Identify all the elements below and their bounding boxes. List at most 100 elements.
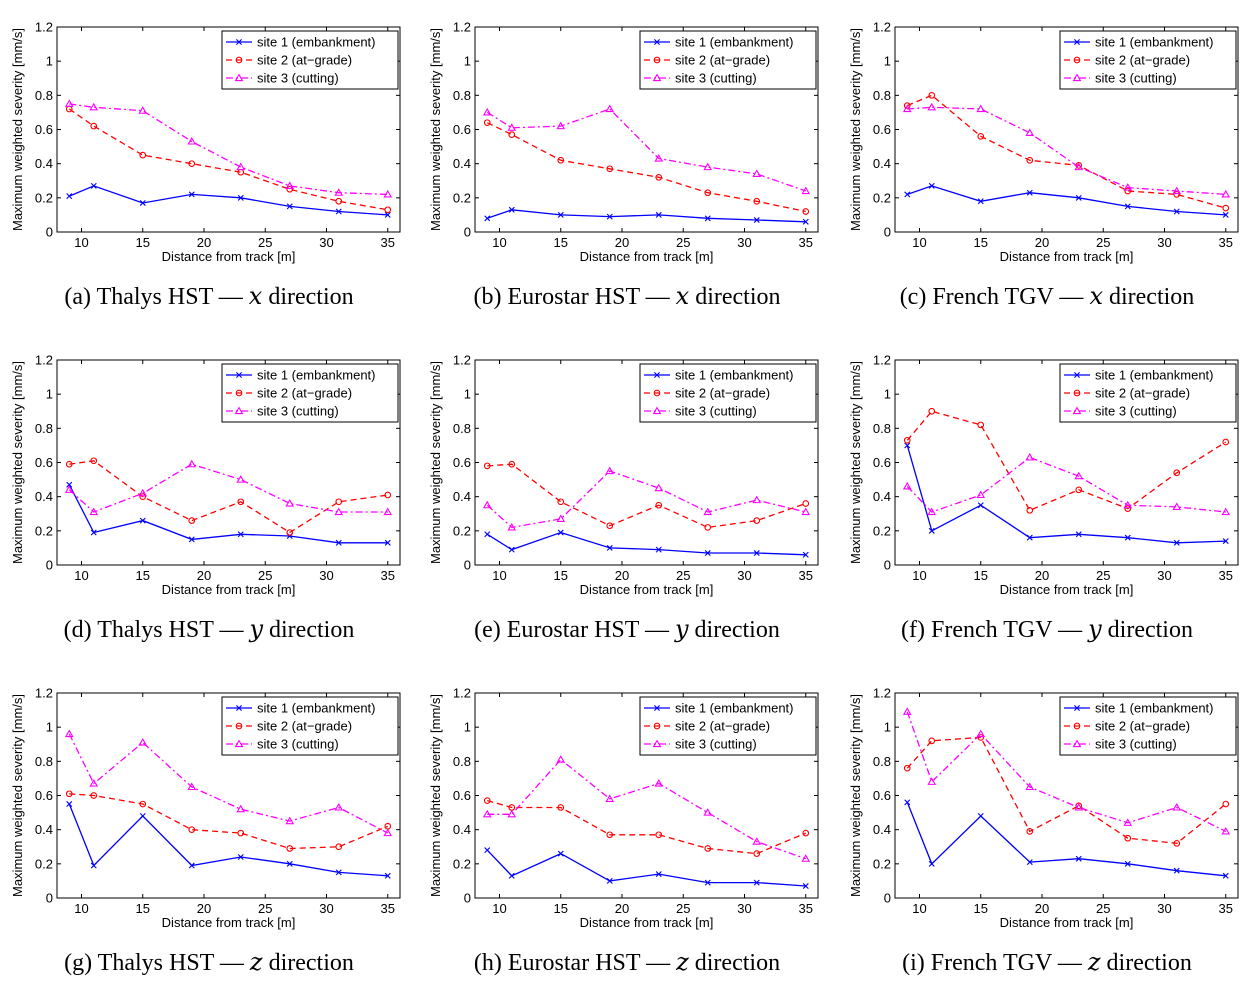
caption-label: Thalys HST — xyxy=(97,617,244,643)
data-point xyxy=(335,843,343,851)
x-tick-label: 20 xyxy=(615,901,629,916)
caption-label: Eurostar HST — xyxy=(507,284,670,310)
caption-suffix: direction xyxy=(694,950,781,976)
x-tick-label: 30 xyxy=(1157,901,1171,916)
caption-suffix: direction xyxy=(269,617,355,643)
caption-label: Eurostar HST — xyxy=(507,950,671,976)
series-1 xyxy=(904,442,1229,546)
x-tick-label: 35 xyxy=(1219,901,1233,916)
data-point xyxy=(1222,438,1230,446)
chart-svg: 0 0.2 0.4 0.6 0.8 1 1.2 10 15 20 25 30 35 Distance fr… xyxy=(848,686,1239,930)
legend-entry: site 2 (at−grade) xyxy=(1095,53,1190,68)
caption-variable: z xyxy=(1087,948,1101,976)
x-tick-label: 35 xyxy=(1219,235,1233,250)
caption-variable: y xyxy=(674,615,689,643)
data-point xyxy=(1222,872,1229,879)
caption-label: Thalys HST — xyxy=(96,284,243,310)
series-line xyxy=(69,103,388,196)
x-tick-label: 15 xyxy=(554,235,568,250)
data-point xyxy=(335,869,342,876)
data-point xyxy=(384,872,391,879)
data-point xyxy=(557,804,565,811)
y-tick-label: 0 xyxy=(46,225,53,240)
caption-variable: x xyxy=(248,282,263,310)
chart-panel-a: 0 0.2 0.4 0.6 0.8 1 1.2 10 15 20 25 30 35 Distance fr… xyxy=(0,0,418,329)
y-tick-label: 0.8 xyxy=(35,754,53,769)
panel-caption: (c) French TGV — x direction xyxy=(838,282,1256,311)
y-tick-label: 0.2 xyxy=(453,190,471,205)
x-tick-label: 30 xyxy=(737,901,751,916)
series-line xyxy=(907,94,1226,209)
series-2 xyxy=(483,460,810,531)
legend-entry: site 3 (cutting) xyxy=(1095,71,1177,86)
x-tick-label: 20 xyxy=(615,568,629,583)
x-axis-label: Distance from track [m] xyxy=(580,915,714,930)
series-line xyxy=(487,209,806,223)
data-point xyxy=(1123,818,1133,826)
x-tick-label: 15 xyxy=(974,568,988,583)
x-tick-label: 30 xyxy=(319,901,333,916)
x-tick-label: 15 xyxy=(554,901,568,916)
data-point xyxy=(654,154,664,162)
data-point xyxy=(928,527,935,534)
y-tick-label: 0 xyxy=(464,225,471,240)
data-point xyxy=(977,132,985,140)
data-point xyxy=(654,779,664,787)
data-point xyxy=(703,507,713,516)
y-axis-label: Maximum weighted severity [mm/s] xyxy=(428,361,443,564)
data-point xyxy=(752,495,762,504)
panel-caption: (a) Thalys HST — x direction xyxy=(0,282,418,311)
data-point xyxy=(188,160,196,168)
data-point xyxy=(1123,183,1133,191)
y-tick-label: 0.2 xyxy=(35,856,53,871)
chart-svg: 0 0.2 0.4 0.6 0.8 1 1.2 10 15 20 25 30 35 Distance fr… xyxy=(428,686,819,930)
y-tick-label: 1 xyxy=(884,720,891,735)
data-point xyxy=(605,466,615,475)
x-tick-label: 20 xyxy=(197,568,211,583)
data-point xyxy=(482,809,492,818)
series-3 xyxy=(482,466,811,531)
y-tick-label: 0.8 xyxy=(35,421,53,436)
chart-panel-c: 0 0.2 0.4 0.6 0.8 1 1.2 10 15 20 25 30 35 Distance fr… xyxy=(838,0,1256,329)
chart-panel-d: 0 0.2 0.4 0.6 0.8 1 1.2 10 15 20 25 30 35 Distance fr… xyxy=(0,333,418,662)
data-point xyxy=(335,197,343,205)
data-point xyxy=(557,156,565,164)
data-point xyxy=(903,436,911,444)
data-point xyxy=(1221,507,1231,516)
caption-label: French TGV — xyxy=(930,950,1082,976)
data-point xyxy=(904,191,911,198)
series-line xyxy=(486,470,806,529)
data-point xyxy=(928,737,936,745)
panel-caption: (e) Eurostar HST — y direction xyxy=(418,615,836,644)
y-tick-label: 1 xyxy=(464,54,471,69)
legend-entry: site 1 (embankment) xyxy=(675,368,794,383)
legend-entry: site 1 (embankment) xyxy=(1095,368,1214,383)
x-tick-label: 10 xyxy=(74,568,88,583)
x-tick-label: 15 xyxy=(554,568,568,583)
legend: site 1 (embankment) site 2 (at−grade) site… xyxy=(639,30,817,90)
data-point xyxy=(508,460,516,468)
x-tick-label: 20 xyxy=(1035,901,1049,916)
data-point xyxy=(138,488,148,497)
caption-prefix: (b) xyxy=(473,284,502,310)
data-point xyxy=(1222,211,1229,218)
legend-marker xyxy=(235,722,243,730)
data-point xyxy=(977,421,985,429)
x-tick-label: 10 xyxy=(74,901,88,916)
y-tick-label: 1.2 xyxy=(873,353,891,368)
data-point xyxy=(927,777,937,785)
data-point xyxy=(752,837,762,845)
data-point xyxy=(90,529,97,536)
data-point xyxy=(1075,194,1082,201)
data-point xyxy=(753,517,761,524)
legend-entry: site 2 (at−grade) xyxy=(257,386,352,401)
series-3 xyxy=(64,459,393,516)
y-tick-label: 1 xyxy=(884,54,891,69)
y-tick-label: 0.2 xyxy=(453,856,471,871)
legend-marker xyxy=(654,39,660,45)
data-point xyxy=(384,491,392,499)
series-line xyxy=(906,445,1226,544)
data-point xyxy=(1075,531,1082,538)
data-point xyxy=(557,529,564,536)
data-point xyxy=(1172,802,1182,811)
